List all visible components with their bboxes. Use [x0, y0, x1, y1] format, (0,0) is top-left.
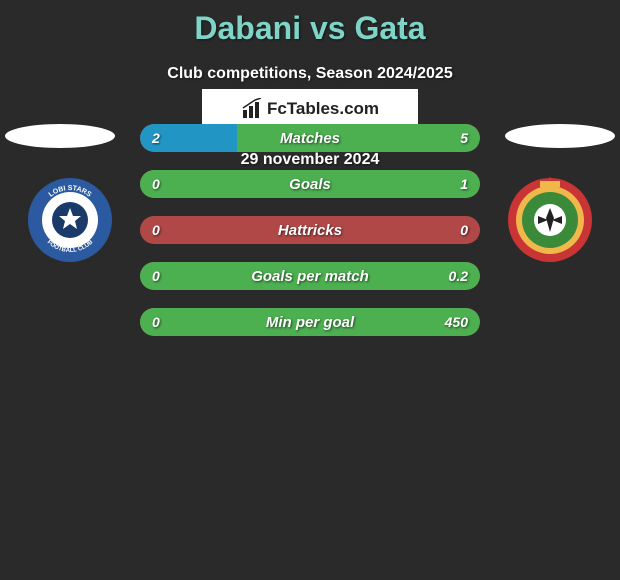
stat-label: Hattricks [140, 216, 480, 244]
page-title: Dabani vs Gata [0, 0, 620, 47]
brand-chart-icon [241, 98, 263, 120]
club-badge-left: LOBI STARS FOOTBALL CLUB [20, 175, 120, 265]
stat-bars: 25Matches 01Goals 00Hattricks 00.2Goals per… [140, 124, 480, 354]
stat-label: Goals per match [140, 262, 480, 290]
stat-bar: 25Matches [140, 124, 480, 152]
player-ellipse-left [5, 124, 115, 148]
stat-bar: 01Goals [140, 170, 480, 198]
page-subtitle: Club competitions, Season 2024/2025 [0, 65, 620, 83]
stat-bar: 00.2Goals per match [140, 262, 480, 290]
brand-box[interactable]: FcTables.com [202, 89, 418, 129]
stat-label: Matches [140, 124, 480, 152]
brand-text: FcTables.com [267, 99, 379, 119]
club-badge-right [500, 175, 600, 265]
stat-label: Min per goal [140, 308, 480, 336]
stat-bar: 0450Min per goal [140, 308, 480, 336]
stat-label: Goals [140, 170, 480, 198]
player-ellipse-right [505, 124, 615, 148]
stat-bar: 00Hattricks [140, 216, 480, 244]
